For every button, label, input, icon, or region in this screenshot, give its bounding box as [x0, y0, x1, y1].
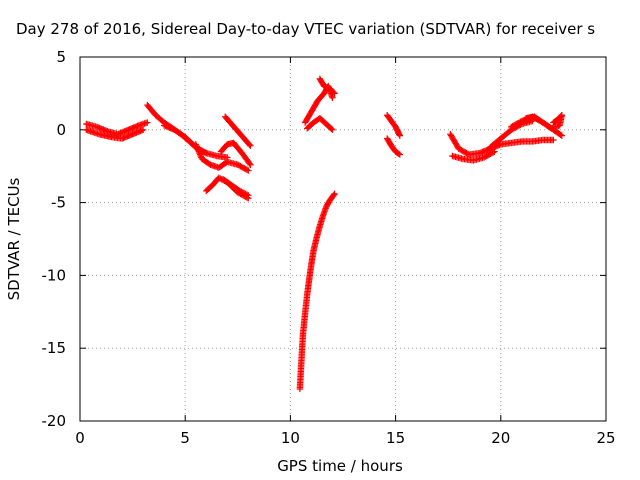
data-point — [517, 121, 524, 128]
y-tick-labels: -20 -15 -10 -5 0 5 — [42, 48, 67, 430]
data-point — [247, 142, 254, 150]
data-point — [245, 167, 252, 174]
data-point — [194, 145, 201, 152]
data-point — [245, 192, 252, 199]
data-point — [139, 126, 147, 133]
data-points — [83, 75, 566, 393]
data-point — [395, 150, 402, 158]
data-point — [330, 89, 337, 96]
data-point — [242, 190, 249, 198]
data-point — [330, 191, 338, 199]
data-point — [557, 113, 564, 120]
y-tick-label: -5 — [51, 194, 66, 212]
data-point — [557, 131, 564, 138]
data-point — [196, 151, 204, 158]
y-axis-label: SDTVAR / TECUs — [5, 177, 23, 300]
x-axis-label: GPS time / hours — [277, 457, 403, 475]
data-point — [201, 149, 209, 156]
y-tick-label: -15 — [42, 339, 67, 357]
y-tick-label: -10 — [42, 266, 67, 284]
data-point — [396, 131, 403, 138]
data-point — [550, 136, 557, 144]
data-point — [240, 189, 248, 197]
x-tick-label: 15 — [386, 429, 405, 447]
data-point — [329, 94, 336, 101]
x-tick-label: 20 — [491, 429, 510, 447]
y-tick-label: 5 — [56, 48, 66, 66]
data-point — [243, 191, 251, 198]
data-point — [328, 125, 335, 133]
data-point — [558, 132, 566, 139]
data-point — [195, 148, 203, 155]
data-point — [193, 142, 200, 150]
data-point — [236, 187, 244, 195]
data-point — [247, 161, 254, 168]
x-tick-labels: 0 5 10 15 20 25 — [75, 429, 615, 447]
data-point — [196, 149, 203, 157]
data-point — [243, 166, 251, 174]
data-point — [217, 175, 224, 182]
data-point — [197, 152, 204, 160]
data-point — [558, 112, 566, 119]
data-point — [192, 141, 199, 148]
data-point — [396, 132, 404, 139]
data-point — [239, 189, 246, 196]
y-tick-label: 0 — [56, 121, 66, 139]
data-point — [144, 119, 151, 126]
data-point — [489, 149, 497, 156]
x-tick-label: 0 — [75, 429, 85, 447]
data-point — [195, 146, 202, 154]
plot-frame — [79, 56, 607, 422]
axis-ticks — [79, 56, 607, 422]
x-tick-label: 10 — [281, 429, 300, 447]
data-point — [246, 160, 253, 167]
data-point — [215, 174, 223, 182]
data-point — [329, 126, 336, 133]
data-point — [396, 151, 404, 158]
data-point — [331, 190, 338, 198]
x-tick-label: 25 — [596, 429, 615, 447]
data-point — [529, 117, 536, 125]
data-point — [238, 188, 245, 195]
chart-title: Day 278 of 2016, Sidereal Day-to-day VTE… — [16, 20, 595, 38]
y-tick-label: -20 — [42, 412, 67, 430]
data-point — [491, 148, 498, 155]
data-point — [331, 90, 338, 97]
data-point — [246, 141, 253, 148]
data-point — [193, 144, 201, 151]
x-tick-label: 5 — [180, 429, 190, 447]
grid-lines — [80, 57, 606, 421]
